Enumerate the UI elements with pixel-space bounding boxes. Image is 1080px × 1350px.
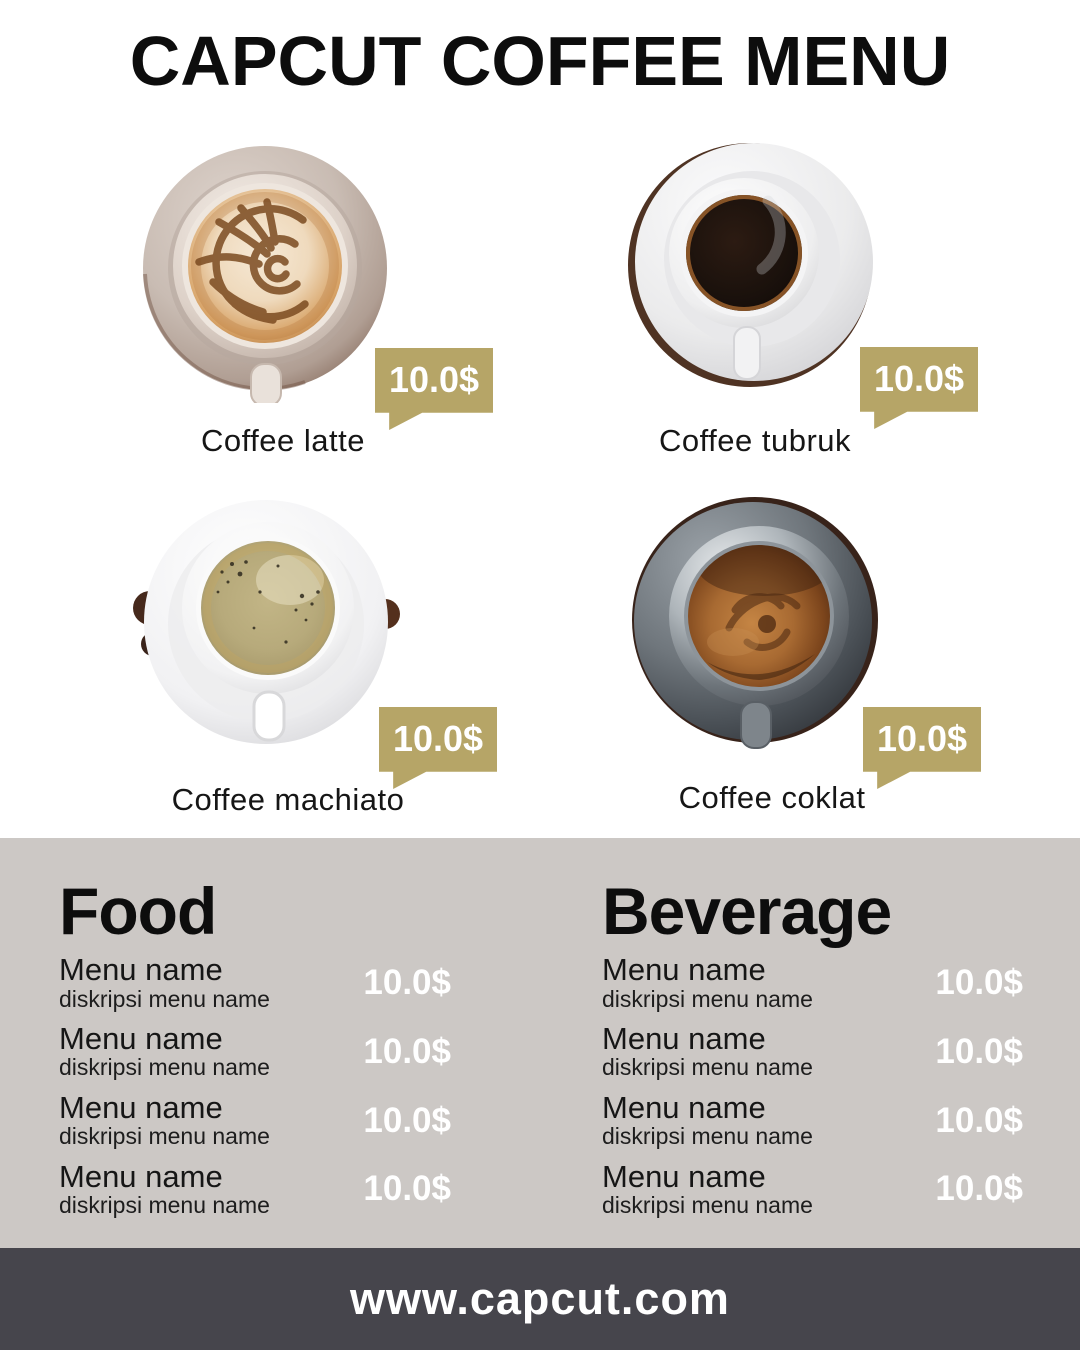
menu-row: Menu name diskripsi menu name 10.0$ [59, 952, 451, 1012]
price-tag: 10.0$ [375, 348, 493, 430]
beverage-section: Beverage Menu name diskripsi menu name 1… [602, 838, 1023, 1229]
menu-item-price: 10.0$ [363, 1169, 451, 1209]
menu-row: Menu name diskripsi menu name 10.0$ [602, 1158, 1023, 1219]
menu-row: Menu name diskripsi menu name 10.0$ [59, 1158, 451, 1219]
coffee-coklat-photo [632, 497, 878, 749]
menu-item-price: 10.0$ [935, 962, 1023, 1002]
menu-row: Menu name diskripsi menu name 10.0$ [59, 1020, 451, 1081]
price-text: 10.0$ [873, 358, 965, 399]
menu-item-description: diskripsi menu name [602, 1123, 813, 1150]
product-name: Coffee latte [201, 423, 365, 458]
price-text: 10.0$ [392, 718, 484, 759]
menu-item-description: diskripsi menu name [59, 1054, 270, 1081]
menu-item-name: Menu name [602, 1158, 766, 1194]
price-tag: 10.0$ [379, 707, 497, 789]
product-name: Coffee tubruk [658, 423, 852, 458]
price-text: 10.0$ [388, 359, 480, 400]
menu-item-name: Menu name [602, 1089, 766, 1125]
menu-item-price: 10.0$ [363, 1031, 451, 1071]
food-heading: Food [59, 874, 217, 948]
price-text: 10.0$ [876, 718, 968, 759]
menu-panel: Food Menu name diskripsi menu name 10.0$… [0, 838, 1080, 1248]
menu-item-name: Menu name [602, 952, 766, 987]
menu-item-description: diskripsi menu name [59, 1192, 270, 1219]
menu-item-name: Menu name [59, 952, 223, 987]
price-tag: 10.0$ [860, 347, 978, 429]
food-section: Food Menu name diskripsi menu name 10.0$… [59, 838, 451, 1229]
menu-row: Menu name diskripsi menu name 10.0$ [59, 1089, 451, 1150]
menu-item-description: diskripsi menu name [602, 985, 813, 1012]
menu-item-price: 10.0$ [363, 1100, 451, 1140]
menu-item-price: 10.0$ [363, 962, 451, 1002]
footer-bar: www.capcut.com [0, 1248, 1080, 1350]
menu-item-description: diskripsi menu name [59, 985, 270, 1012]
menu-row: Menu name diskripsi menu name 10.0$ [602, 1020, 1023, 1081]
coffee-latte-photo [143, 146, 387, 403]
product-name: Coffee machiato [171, 782, 405, 817]
website-url: www.capcut.com [350, 1273, 730, 1324]
menu-item-description: diskripsi menu name [602, 1054, 813, 1081]
menu-item-price: 10.0$ [935, 1169, 1023, 1209]
menu-row: Menu name diskripsi menu name 10.0$ [602, 952, 1023, 1012]
menu-item-description: diskripsi menu name [59, 1123, 270, 1150]
product-name: Coffee coklat [678, 780, 866, 815]
menu-item-name: Menu name [59, 1089, 223, 1125]
menu-item-price: 10.0$ [935, 1100, 1023, 1140]
menu-item-description: diskripsi menu name [602, 1192, 813, 1219]
coffee-tubruk-photo [628, 143, 873, 387]
coffee-machiato-photo [133, 500, 400, 744]
menu-item-name: Menu name [59, 1158, 223, 1194]
menu-item-price: 10.0$ [935, 1031, 1023, 1071]
menu-item-name: Menu name [602, 1020, 766, 1056]
price-tag: 10.0$ [863, 707, 981, 789]
menu-item-name: Menu name [59, 1020, 223, 1056]
page-title: CAPCUT COFFEE MENU [129, 22, 951, 100]
menu-row: Menu name diskripsi menu name 10.0$ [602, 1089, 1023, 1150]
beverage-heading: Beverage [602, 874, 892, 948]
